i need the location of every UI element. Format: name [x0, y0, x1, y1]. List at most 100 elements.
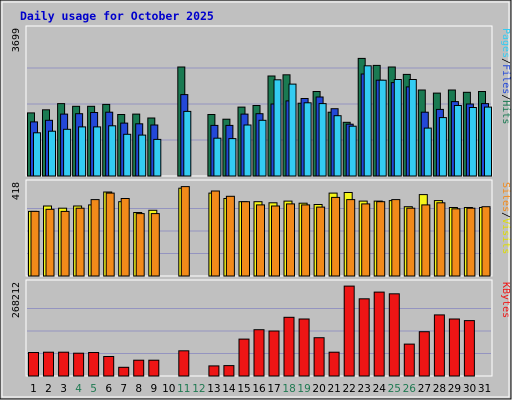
bar-sites-day-31: [481, 206, 491, 277]
bar-pages-day-21: [333, 115, 342, 177]
legend-kbytes: KBytes: [500, 282, 511, 318]
legend-visits: Visits: [500, 218, 511, 254]
bar-sites-day-20: [316, 206, 326, 277]
x-tick-label: 16: [252, 383, 266, 395]
bar-kbytes-day-25: [388, 293, 400, 377]
bar-sites-day-24: [376, 201, 386, 277]
bar-sites-day-6: [105, 192, 115, 277]
bar-kbytes-day-6: [103, 356, 115, 377]
x-tick-label: 2: [45, 383, 52, 395]
bar-pages-day-9: [153, 138, 162, 177]
x-tick-label: 21: [328, 383, 341, 395]
x-tick-label: 4: [75, 383, 82, 395]
x-tick-label: 27: [418, 383, 431, 395]
bar-sites-day-19: [301, 204, 311, 277]
bar-pages-day-28: [438, 117, 447, 177]
legend-hits: Hits: [500, 100, 511, 124]
bar-sites-day-9: [150, 213, 160, 277]
bar-sites-day-18: [286, 203, 295, 277]
x-tick-label: 15: [237, 383, 250, 395]
bar-pages-day-15: [243, 124, 252, 177]
x-tick-label: 12: [192, 383, 205, 395]
panel-kbytes: 268212 KBytes: [11, 279, 511, 377]
x-tick-label: 11: [177, 383, 190, 395]
bar-pages-day-22: [348, 125, 357, 177]
bar-pages-day-17: [273, 79, 282, 177]
bar-sites-day-5: [90, 199, 100, 277]
series-pages: [33, 65, 492, 177]
bar-kbytes-day-18: [283, 316, 295, 377]
panel-hits-legend: Pages/Files/Hits: [500, 28, 511, 124]
bar-kbytes-day-2: [43, 351, 54, 377]
bar-sites-day-15: [241, 201, 250, 277]
legend-separator: /: [500, 94, 511, 100]
bar-sites-day-25: [391, 199, 401, 277]
x-tick-label: 18: [282, 383, 295, 395]
bar-sites-day-27: [421, 204, 431, 277]
bar-pages-day-1: [33, 132, 41, 177]
panel-hits-max-label: 3699: [11, 28, 22, 52]
legend-files: Files: [500, 64, 511, 94]
chart-title: Daily usage for October 2025: [20, 9, 214, 23]
x-tick-label: 6: [105, 383, 112, 395]
bar-sites-day-17: [271, 205, 280, 277]
x-tick-label: 13: [207, 383, 220, 395]
bar-pages-day-14: [228, 138, 237, 177]
x-tick-label: 29: [448, 383, 461, 395]
x-tick-label: 9: [150, 383, 157, 395]
bar-pages-day-11: [183, 110, 192, 177]
x-tick-label: 28: [433, 383, 446, 395]
bar-pages-day-19: [303, 102, 312, 177]
x-tick-label: 17: [267, 383, 280, 395]
bar-sites-day-26: [406, 207, 416, 277]
bar-sites-day-7: [120, 198, 130, 277]
bar-pages-day-16: [258, 119, 267, 177]
x-tick-label: 5: [90, 383, 97, 395]
bar-pages-day-20: [318, 103, 327, 177]
panel-kbytes-max-label: 268212: [11, 282, 22, 318]
bar-kbytes-day-17: [268, 330, 280, 377]
bar-pages-day-5: [93, 126, 102, 177]
bar-pages-day-13: [213, 137, 222, 177]
bar-kbytes-day-19: [298, 318, 310, 377]
bar-sites-day-22: [346, 199, 356, 277]
bar-sites-day-16: [256, 204, 265, 277]
bar-kbytes-day-26: [403, 343, 415, 377]
x-tick-label: 20: [312, 383, 325, 395]
bar-kbytes-day-30: [463, 320, 475, 377]
bar-pages-day-30: [468, 107, 477, 177]
bar-kbytes-day-16: [253, 329, 265, 377]
panel-hits: 3699 Pages/Files/Hits: [11, 25, 511, 177]
bar-pages-day-27: [423, 127, 432, 177]
x-tick-label: 7: [120, 383, 127, 395]
panel-kbytes-legend: KBytes: [500, 282, 511, 318]
bar-kbytes-day-20: [313, 337, 325, 377]
bar-kbytes-day-5: [88, 352, 100, 377]
bar-kbytes-day-22: [343, 285, 355, 377]
bar-pages-day-6: [108, 125, 117, 177]
panel-visits-legend: Sites/Visits: [500, 182, 511, 254]
x-tick-label: 3: [60, 383, 67, 395]
x-tick-label: 22: [343, 383, 356, 395]
bar-sites-day-30: [466, 207, 476, 277]
x-tick-label: 10: [162, 383, 175, 395]
bar-kbytes-day-27: [418, 331, 430, 377]
bar-kbytes-day-14: [223, 365, 235, 377]
bar-pages-day-23: [363, 65, 372, 177]
series-kbytes: [28, 285, 475, 377]
bar-kbytes-day-23: [358, 298, 370, 377]
legend-separator: /: [500, 212, 511, 218]
bar-pages-day-8: [138, 134, 147, 177]
bar-kbytes-day-13: [208, 365, 220, 377]
bar-sites-day-28: [436, 202, 446, 277]
panel-visits-max-label: 418: [11, 182, 22, 200]
bar-kbytes-day-28: [433, 314, 445, 377]
bar-pages-day-31: [484, 106, 492, 177]
bar-pages-day-29: [453, 105, 462, 177]
legend-pages: Pages: [500, 28, 511, 58]
bar-sites-day-4: [75, 207, 85, 277]
x-tick-label: 8: [135, 383, 142, 395]
